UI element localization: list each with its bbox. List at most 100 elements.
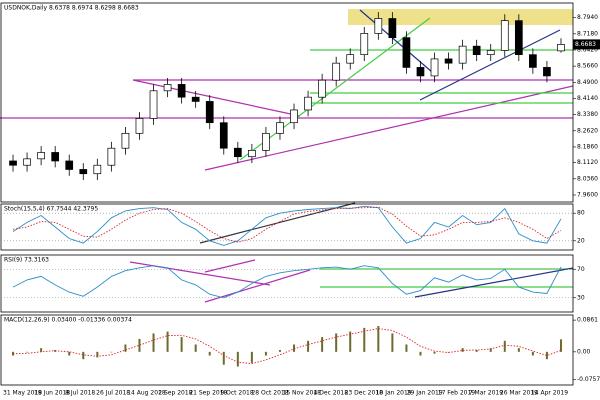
indicator-line	[12, 328, 562, 365]
histogram-bar	[489, 348, 492, 352]
y-tick-label: 8.7940	[577, 14, 598, 21]
histogram-bar	[321, 337, 324, 352]
x-tick-label: 28 Oct 2018	[251, 390, 288, 397]
candle-body	[9, 160, 17, 166]
x-tick-label: 9 Oct 2018	[220, 390, 253, 397]
price-label: 8.6683	[575, 41, 596, 48]
candle-body	[121, 132, 130, 149]
trend-line	[204, 85, 574, 171]
x-tick-label: 21 Sep 2018	[189, 390, 227, 397]
candle-body	[304, 96, 312, 111]
panel-frame	[0, 203, 574, 251]
candle-body	[318, 79, 326, 98]
x-tick-label: 14 Aug 2018	[127, 390, 166, 397]
trend-line	[129, 261, 271, 286]
panel-title: RSI(9) 73.3163	[4, 257, 49, 264]
panel-frame	[0, 2, 574, 203]
panel-frame	[0, 254, 574, 313]
histogram-bar	[40, 348, 43, 352]
candle-body	[444, 58, 453, 64]
histogram-bar	[264, 351, 267, 356]
histogram-bar	[208, 351, 211, 356]
candle-body	[149, 90, 158, 119]
y-tick-label: 8.0360	[577, 175, 598, 182]
histogram-bar	[545, 351, 548, 360]
candle-body	[500, 20, 509, 51]
candle-body	[233, 147, 242, 158]
histogram-bar	[278, 350, 281, 352]
candle-body	[177, 84, 186, 98]
histogram-bar	[391, 333, 394, 352]
x-tick-label: 29 Jan 2019	[407, 390, 443, 397]
y-tick-label: 8.1860	[577, 143, 598, 150]
trend-line	[204, 269, 311, 303]
indicator-line	[12, 206, 562, 243]
y-tick-label: -0.0757	[577, 376, 600, 383]
trend-line	[359, 9, 433, 73]
histogram-bar	[96, 351, 99, 358]
y-tick-label: 80	[577, 210, 585, 217]
histogram-bar	[110, 351, 113, 353]
candle-body	[472, 45, 481, 56]
candle-body	[276, 122, 284, 134]
candle-body	[135, 118, 144, 134]
y-tick-label: 8.5660	[577, 63, 598, 70]
histogram-bar	[517, 348, 520, 352]
x-tick-label: 17 Feb 2019	[438, 390, 476, 397]
candle-body	[262, 132, 270, 151]
candle-body	[205, 101, 214, 124]
candle-body	[529, 54, 537, 68]
x-tick-label: 7 Mar 2019	[469, 390, 503, 397]
histogram-bar	[447, 351, 450, 353]
trend-line	[204, 259, 256, 273]
y-tick-label: 70	[577, 266, 585, 273]
candle-body	[79, 169, 88, 175]
price-box	[573, 39, 600, 50]
y-tick-label: 30	[577, 294, 585, 301]
candle-body	[360, 33, 369, 56]
y-tick-label: 8.6420	[577, 46, 598, 53]
y-tick-label: 8.3380	[577, 111, 598, 118]
indicator-line	[12, 205, 562, 246]
histogram-bar	[138, 338, 141, 352]
candle-body	[191, 96, 200, 102]
indicator-line	[12, 265, 562, 299]
candle-body	[458, 45, 467, 64]
trend-line	[414, 267, 574, 298]
histogram-bar	[180, 337, 183, 352]
y-tick-label: 20	[577, 237, 585, 244]
histogram-bar	[307, 340, 310, 352]
x-tick-label: 15 Nov 2018	[283, 390, 322, 397]
histogram-bar	[166, 331, 169, 352]
histogram-bar	[68, 351, 71, 356]
x-tick-label: 2 Sep 2018	[158, 390, 192, 397]
candle-body	[514, 20, 523, 56]
x-tick-label: 14 Apr 2019	[531, 390, 568, 397]
histogram-bar	[293, 344, 296, 352]
candle-body	[388, 18, 397, 39]
x-tick-label: 10 Jan 2019	[376, 390, 412, 397]
candle-body	[543, 67, 551, 77]
trend-line	[419, 29, 561, 101]
panel-title: MACD(12,26,9) 0.03400 -0.01336 0.00374	[4, 317, 132, 324]
candle-body	[290, 109, 298, 124]
x-tick-label: 26 Jul 2018	[96, 390, 130, 397]
histogram-bar	[82, 351, 85, 360]
candle-body	[332, 62, 341, 81]
histogram-bar	[405, 344, 408, 352]
candle-body	[37, 152, 45, 160]
trend-line	[239, 17, 431, 161]
histogram-bar	[363, 327, 366, 352]
histogram-bar	[250, 351, 253, 363]
candle-body	[163, 84, 172, 92]
candle-body	[374, 18, 383, 34]
histogram-bar	[236, 351, 239, 367]
histogram-bar	[194, 344, 197, 352]
histogram-bar	[531, 351, 534, 356]
candle-body	[486, 50, 495, 56]
candle-body	[430, 58, 439, 77]
panel-frame	[0, 314, 574, 386]
x-tick-label: 31 May 2018	[3, 390, 42, 397]
candle-body	[557, 44, 565, 52]
